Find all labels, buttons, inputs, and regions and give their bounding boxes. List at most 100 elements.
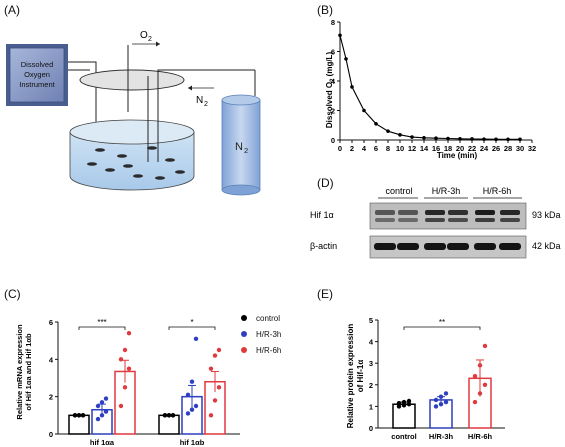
- e-y-tick-label: 5: [369, 316, 373, 325]
- e-y-tick-label: 2: [369, 381, 373, 390]
- c-data-point: [122, 347, 128, 353]
- b-x-tick-label: 24: [480, 144, 489, 153]
- legend-label-hr3h: H/R-3h: [256, 329, 282, 339]
- instrument-label-1: Dissolved: [21, 60, 54, 69]
- blot-protein-hif1a: Hif 1α: [310, 210, 334, 220]
- hif1a-band-lower: [448, 218, 468, 222]
- b-ylabel-sub: 2: [330, 78, 336, 82]
- b-x-tick-label: 8: [386, 144, 390, 153]
- e-data-point: [396, 400, 402, 406]
- b-data-point: [470, 137, 474, 141]
- c-data-point: [185, 392, 191, 397]
- c-y-tick-label: 6: [49, 318, 53, 327]
- n2-arrow-sub: 2: [204, 101, 208, 108]
- c-data-point: [99, 400, 105, 405]
- c-data-point: [126, 366, 132, 371]
- hif1a-band-lower: [475, 218, 495, 222]
- legend-label-hr6h: H/R-6h: [256, 345, 282, 355]
- c-data-point: [95, 416, 101, 422]
- b-data-point: [362, 108, 366, 113]
- blot-size-hif1a: 93 kDa: [532, 210, 561, 220]
- c-data-point: [95, 403, 101, 409]
- c-data-point: [208, 413, 214, 418]
- c-x-tick-label: hif 1αb: [180, 438, 205, 447]
- c-data-point: [80, 413, 86, 418]
- b-xlabel: Time (min): [437, 151, 478, 160]
- cylinder-label: N: [235, 141, 243, 153]
- b-x-tick-label: 16: [432, 144, 440, 153]
- legend-item-hr3h: H/R-3h: [241, 326, 311, 342]
- b-y-tick-label: 2: [331, 107, 335, 116]
- b-x-tick-label: 28: [504, 144, 512, 153]
- b-x-tick-label: 18: [444, 144, 452, 153]
- hif1a-band: [475, 210, 495, 215]
- c-data-point: [170, 413, 176, 418]
- blot-group-control: control: [385, 186, 412, 196]
- b-data-point: [386, 129, 390, 133]
- o2-sub: 2: [148, 36, 152, 43]
- e-data-point: [433, 397, 439, 403]
- e-data-point: [396, 404, 402, 409]
- b-data-point: [446, 136, 450, 141]
- b-x-tick-label: 4: [362, 144, 367, 153]
- fish-group: [87, 146, 185, 180]
- blot-protein-bactin: β-actin: [310, 241, 337, 251]
- c-data-point: [193, 403, 199, 409]
- c-data-point: [103, 396, 109, 401]
- b-data-point: [398, 133, 402, 137]
- hif1a-band-lower: [500, 218, 520, 222]
- b-data-point: [338, 33, 342, 38]
- tank-lid: [79, 69, 185, 91]
- cylinder-sub: 2: [244, 146, 248, 155]
- e-data-point: [433, 404, 439, 409]
- e-x-tick-label: H/R-3h: [429, 432, 454, 441]
- c-data-point: [212, 353, 218, 358]
- e-significance-bracket: [403, 326, 481, 330]
- b-data-point: [458, 137, 462, 141]
- c-data-point: [189, 379, 195, 384]
- b-data-point: [482, 137, 486, 141]
- instrument-label-3: Instrument: [19, 80, 55, 89]
- legend-dot-hr6h: [241, 347, 247, 353]
- e-ylabel-line2: of Hif-1α: [356, 360, 365, 393]
- c-bar: [158, 414, 180, 435]
- c-significance-bracket: [78, 326, 126, 330]
- b-y-tick-label: 4: [331, 77, 336, 86]
- panel-letter-a: (A): [4, 3, 20, 17]
- bactin-band: [474, 243, 496, 250]
- panel-e-chart: Relative protein expression of Hif-1α 0 1…: [346, 316, 505, 441]
- c-data-point: [118, 357, 124, 362]
- b-x-tick-label: 12: [408, 144, 416, 153]
- c-y-tick-label: 4: [49, 355, 54, 364]
- c-data-point: [193, 336, 199, 341]
- b-ylabel: Dissolved O2 (mg/L): [325, 52, 336, 129]
- e-data-point: [406, 402, 412, 407]
- c-data-point: [185, 411, 191, 416]
- blot-size-bactin: 42 kDa: [532, 241, 561, 251]
- bactin-band: [447, 243, 469, 250]
- e-ylabel-line1: Relative protein expression: [346, 324, 355, 429]
- bactin-band: [374, 243, 396, 250]
- b-data-point: [494, 137, 498, 142]
- panel-letter-d: (D): [317, 176, 334, 190]
- b-data-point: [374, 121, 378, 126]
- e-data-point: [401, 403, 407, 408]
- hif1a-band: [375, 210, 395, 215]
- b-data-point: [350, 85, 354, 89]
- panel-letter-b: (B): [317, 3, 333, 17]
- bactin-band: [499, 243, 521, 250]
- b-series-line: [339, 35, 520, 140]
- e-bar: [392, 403, 416, 429]
- c-significance-label: ***: [97, 318, 106, 327]
- n2-cylinder: N 2: [221, 94, 261, 196]
- e-y-tick-label: 4: [369, 338, 374, 347]
- c-data-point: [72, 413, 78, 418]
- c-data-point: [166, 413, 172, 418]
- o2-label: O: [140, 30, 148, 41]
- b-x-tick-label: 22: [468, 144, 476, 153]
- c-bar: [68, 414, 90, 435]
- c-data-point: [76, 413, 82, 418]
- b-data-point: [410, 135, 414, 139]
- hif1a-band-lower: [398, 218, 418, 222]
- c-data-point: [103, 409, 109, 414]
